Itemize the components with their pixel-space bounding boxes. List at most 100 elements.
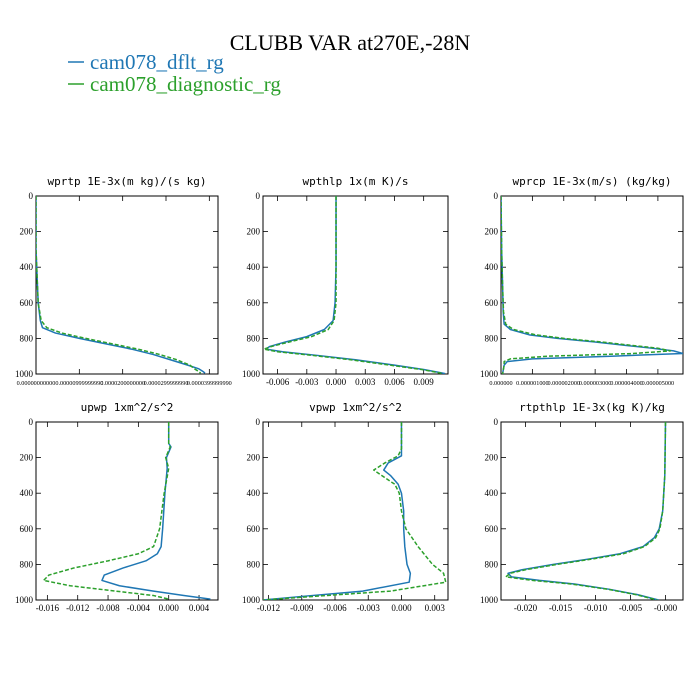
x-tick-label: 0.006 (384, 377, 405, 387)
series-line-diagnostic (501, 196, 672, 374)
y-tick-label: 600 (247, 298, 261, 308)
y-tick-label: 800 (20, 559, 34, 569)
y-tick-label: 200 (20, 227, 34, 237)
y-tick-label: 0 (29, 417, 34, 427)
y-tick-label: 600 (20, 298, 34, 308)
plot-frame (35, 421, 219, 601)
y-tick-label: 600 (485, 524, 499, 534)
x-tick-label: 0.004 (189, 603, 210, 613)
panel-title: wprtp 1E-3x(m kg)/(s kg) (48, 175, 207, 188)
y-tick-label: 600 (485, 298, 499, 308)
x-tick-label: 0.003 (425, 603, 446, 613)
series-line-diagnostic (505, 422, 667, 600)
y-tick-label: 600 (247, 524, 261, 534)
x-tick-label: 0.0000200000000 (100, 380, 145, 387)
series-line-dflt (101, 422, 211, 600)
y-tick-label: 400 (20, 262, 34, 272)
panel-title: upwp 1xm^2/s^2 (81, 401, 174, 414)
x-tick-label: 0.009 (414, 377, 435, 387)
x-tick-label: -0.003 (357, 603, 381, 613)
y-tick-label: 400 (485, 488, 499, 498)
plot-frame (262, 421, 449, 601)
series-line-diagnostic (42, 422, 171, 600)
y-tick-label: 0 (494, 417, 499, 427)
x-tick-label: -0.006 (323, 603, 347, 613)
panel-2: wpthlp 1x(m K)/s 0 200 400 600 800 1000 -0.006-… (242, 175, 449, 387)
x-tick-label: -0.010 (584, 603, 608, 613)
panel-5: vpwp 1xm^2/s^2 0 200 400 600 800 1000-0.012 -0.… (242, 401, 449, 613)
x-tick-label: 0.000004000 (610, 380, 642, 387)
series-line-dflt (263, 422, 412, 600)
plot-frame (500, 421, 684, 601)
legend-label-dflt: cam078_dflt_rg (90, 50, 224, 74)
x-tick-label: 0.00000000000 (17, 380, 56, 387)
x-tick-label: 0.000 (326, 377, 347, 387)
y-tick-label: 1000 (242, 369, 261, 379)
x-tick-label: -0.006 (266, 377, 290, 387)
x-tick-label: 0.0000399999990 (187, 380, 232, 387)
x-tick-label: 0.0000299999990 (144, 380, 189, 387)
panels: wprtp 1E-3x(m kg)/(s kg) 0 200 400 600 800 100… (15, 175, 684, 613)
series-line-diagnostic (36, 196, 202, 374)
y-tick-label: 200 (247, 227, 261, 237)
y-tick-label: 1000 (480, 595, 499, 605)
y-tick-label: 800 (485, 559, 499, 569)
panel-4: upwp 1xm^2/s^2 0 200 400 600 800 1000-0.016 -0.… (15, 401, 219, 613)
x-tick-label: -0.003 (295, 377, 319, 387)
y-tick-label: 600 (20, 524, 34, 534)
plot-frame (500, 195, 684, 375)
x-tick-label: -0.016 (36, 603, 60, 613)
series-line-dflt (265, 196, 446, 374)
x-tick-label: -0.008 (96, 603, 120, 613)
x-tick-label: -0.004 (127, 603, 151, 613)
panel-title: rtpthlp 1E-3x(kg K)/kg (519, 401, 665, 414)
x-tick-label: 0.00000999999990 (55, 380, 103, 387)
x-tick-label: -0.015 (549, 603, 573, 613)
y-tick-label: 400 (247, 488, 261, 498)
y-tick-label: 0 (256, 417, 261, 427)
y-tick-label: 1000 (242, 595, 261, 605)
y-tick-label: 800 (247, 333, 261, 343)
y-tick-label: 400 (247, 262, 261, 272)
figure-title: CLUBB VAR at270E,-28N (230, 30, 471, 55)
y-tick-label: 1000 (480, 369, 499, 379)
y-tick-label: 0 (29, 191, 34, 201)
y-tick-label: 800 (247, 559, 261, 569)
x-tick-label: 0.003 (355, 377, 376, 387)
panel-title: wprcp 1E-3x(m/s) (kg/kg) (513, 175, 672, 188)
panel-3: wprcp 1E-3x(m/s) (kg/kg) 0 200 400 600 800 100… (480, 175, 684, 387)
y-tick-label: 200 (485, 453, 499, 463)
plot-frame (262, 195, 449, 375)
series-line-diagnostic (263, 196, 444, 374)
x-tick-label: -0.005 (619, 603, 643, 613)
y-tick-label: 400 (485, 262, 499, 272)
panel-title: vpwp 1xm^2/s^2 (309, 401, 402, 414)
legend-entry-dflt: cam078_dflt_rg (68, 50, 224, 74)
x-tick-label: 0.000 (159, 603, 180, 613)
series-line-dflt (507, 422, 667, 600)
legend: cam078_dflt_rg cam078_diagnostic_rg (68, 50, 281, 96)
series-line-dflt (501, 196, 683, 374)
x-tick-label: 0.000002000 (548, 380, 580, 387)
x-tick-label: 0.000003000 (579, 380, 611, 387)
panel-title: wpthlp 1x(m K)/s (303, 175, 409, 188)
legend-entry-diagnostic: cam078_diagnostic_rg (68, 72, 281, 96)
legend-label-diagnostic: cam078_diagnostic_rg (90, 72, 281, 96)
x-tick-label: -0.020 (514, 603, 538, 613)
series-line-dflt (36, 196, 206, 374)
x-tick-label: 0.000005000 (642, 380, 674, 387)
y-tick-label: 200 (20, 453, 34, 463)
x-tick-label: -0.000 (654, 603, 678, 613)
x-tick-label: 0.000000 (489, 380, 512, 387)
plot-frame (35, 195, 219, 375)
x-tick-label: -0.012 (257, 603, 280, 613)
panel-6: rtpthlp 1E-3x(kg K)/kg 0 200 400 600 800 1000 -… (480, 401, 684, 613)
series-line-diagnostic (263, 422, 447, 600)
y-tick-label: 1000 (15, 595, 34, 605)
x-tick-label: 0.000001000 (516, 380, 548, 387)
y-tick-label: 800 (485, 333, 499, 343)
y-tick-label: 0 (256, 191, 261, 201)
y-tick-label: 400 (20, 488, 34, 498)
x-tick-label: 0.000 (391, 603, 412, 613)
